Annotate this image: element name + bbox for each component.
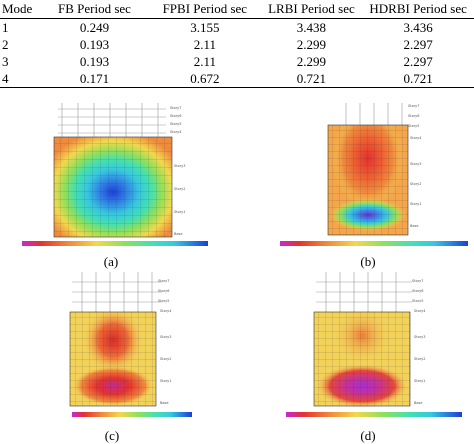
svg-text:Story6: Story6	[412, 289, 423, 293]
contour-plot-c: Story7 Story6 Story5 Story4 Story3 Story2 S…	[69, 272, 192, 417]
contour-plot-b: Story7 Story6 Story5 Story4 Story3 Story2 S…	[280, 103, 468, 246]
svg-text:Story6: Story6	[158, 289, 169, 293]
svg-text:Story5: Story5	[170, 122, 181, 126]
table-header: LRBI Period sec	[260, 0, 363, 19]
svg-text:Story3: Story3	[414, 335, 425, 339]
table-header: FPBI Period sec	[149, 0, 261, 19]
svg-text:Base: Base	[414, 401, 423, 405]
color-scale-bar	[286, 412, 462, 417]
svg-text:Story2: Story2	[410, 182, 421, 186]
svg-text:Story3: Story3	[160, 335, 171, 339]
table-row: 4 0.171 0.672 0.721 0.721	[0, 70, 474, 88]
svg-text:Story5: Story5	[412, 299, 423, 303]
svg-text:Story4: Story4	[160, 309, 172, 313]
table-cell: 0.193	[79, 36, 110, 52]
svg-text:Base: Base	[174, 232, 183, 236]
svg-text:Base: Base	[160, 401, 169, 405]
table-cell: 2.299	[296, 36, 327, 52]
table-row: 2 0.193 2.11 2.299 2.297	[0, 36, 474, 53]
svg-text:Story4: Story4	[170, 130, 182, 134]
table-cell: 0.171	[39, 70, 150, 88]
contour-panel-d: Story7 Story6 Story5 Story4 Story3 Story2 S…	[276, 268, 474, 426]
table-cell: 0.721	[260, 70, 363, 88]
svg-text:Story7: Story7	[170, 106, 181, 110]
table-cell: 3	[2, 53, 9, 69]
table-cell: 1	[2, 19, 9, 35]
contour-panel-a: Story7 Story6 Story5 Story4 Story3 Story2 S…	[12, 95, 212, 253]
contour-panel-c: Story7 Story6 Story5 Story4 Story3 Story2 S…	[12, 268, 212, 426]
svg-text:Story6: Story6	[170, 114, 181, 118]
color-scale-bar	[22, 241, 208, 246]
svg-text:Base: Base	[410, 224, 419, 228]
svg-text:Story2: Story2	[174, 187, 185, 191]
figure-caption-d: (d)	[360, 428, 376, 443]
table-header: HDRBI Period sec	[362, 0, 474, 19]
contour-panel-b: Story7 Story6 Story5 Story4 Story3 Story2 S…	[276, 95, 474, 253]
svg-text:Story4: Story4	[414, 309, 426, 313]
table-cell: 3.438	[296, 19, 327, 35]
svg-text:Story7: Story7	[412, 279, 423, 283]
period-table: Mode FB Period sec FPBI Period sec LRBI …	[0, 0, 474, 88]
svg-text:Story2: Story2	[414, 357, 425, 361]
table-cell: 0.249	[79, 19, 110, 35]
svg-text:Story4: Story4	[410, 136, 422, 140]
table-row: 3 0.193 2.11 2.299 2.297	[0, 53, 474, 70]
table-cell: 4	[0, 70, 40, 88]
table-header: FB Period sec	[39, 0, 150, 19]
contour-plot-a: Story7 Story6 Story5 Story4 Story3 Story2 S…	[22, 103, 208, 246]
svg-text:Story1: Story1	[414, 379, 425, 383]
figure-caption-c: (c)	[104, 428, 120, 443]
svg-text:Story5: Story5	[408, 124, 419, 128]
color-scale-bar	[280, 241, 468, 246]
table-cell: 2	[2, 36, 9, 52]
svg-text:Story7: Story7	[158, 279, 169, 283]
figure-caption-b: (b)	[360, 254, 376, 269]
color-scale-bar	[72, 412, 192, 417]
svg-text:Story6: Story6	[408, 114, 419, 118]
table-cell: 2.297	[403, 36, 433, 52]
table-cell: 0.193	[79, 53, 110, 69]
svg-text:Story2: Story2	[160, 357, 171, 361]
svg-text:Story1: Story1	[174, 210, 185, 214]
table-cell: 0.721	[362, 70, 474, 88]
table-header: Mode	[0, 0, 40, 19]
svg-text:Story3: Story3	[174, 164, 185, 168]
contour-plot-d: Story7 Story6 Story5 Story4 Story3 Story2 S…	[286, 272, 462, 417]
figure-caption-a: (a)	[103, 254, 119, 269]
svg-text:Story7: Story7	[408, 104, 419, 108]
table-cell: 3.155	[190, 19, 220, 35]
table-header-row: Mode FB Period sec FPBI Period sec LRBI …	[0, 0, 474, 19]
svg-text:Story1: Story1	[160, 379, 171, 383]
table-row: 1 0.249 3.155 3.438 3.436	[0, 19, 474, 37]
table-cell: 3.436	[403, 19, 433, 35]
svg-text:Story5: Story5	[158, 299, 169, 303]
svg-text:Story1: Story1	[410, 202, 421, 206]
table-cell: 2.11	[193, 36, 216, 52]
table-cell: 2.297	[403, 53, 433, 69]
table-cell: 2.11	[193, 53, 216, 69]
table-cell: 2.299	[296, 53, 327, 69]
svg-text:Story3: Story3	[410, 162, 421, 166]
table-cell: 0.672	[149, 70, 261, 88]
